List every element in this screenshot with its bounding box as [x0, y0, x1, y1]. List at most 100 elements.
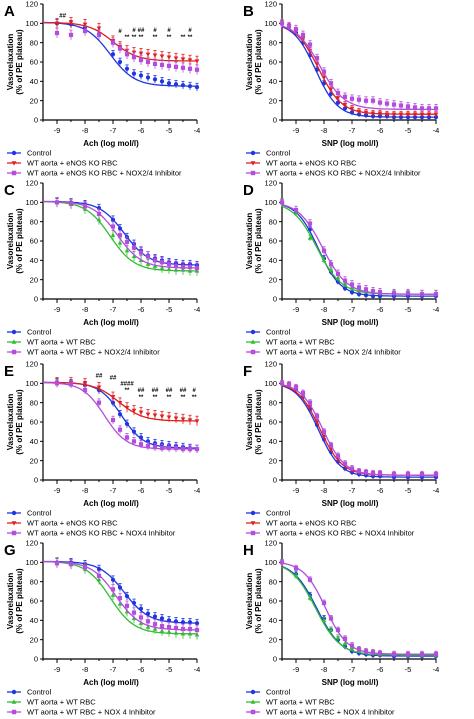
legend-marker [11, 689, 17, 695]
y-axis-title-line: (% of PE plateau) [254, 29, 263, 95]
data-point [82, 22, 88, 27]
data-point [180, 626, 186, 632]
legend-marker [250, 339, 256, 344]
legend-item: WT aorta + eNOS KO RBC + NOX4 Inhibitor [246, 529, 415, 538]
data-point [166, 55, 172, 60]
x-tick-label: -6 [377, 665, 384, 674]
data-point [187, 66, 193, 71]
data-point [321, 248, 327, 253]
significance-label: # [188, 28, 192, 34]
x-tick-label: -8 [82, 486, 89, 495]
legend-item: Control [246, 149, 291, 158]
significance-label: ## [166, 388, 173, 394]
data-point [124, 66, 130, 71]
legend-label: WT aorta + eNOS KO RBC [27, 159, 118, 168]
y-tick-label: 20 [269, 635, 277, 644]
legend-label: Control [27, 328, 52, 337]
data-point [433, 652, 439, 657]
data-point [138, 606, 144, 611]
legend-item: WT aorta + eNOS KO RBC [246, 519, 357, 528]
legend-label: WT aorta + eNOS KO RBC + NOX4 Inhibitor [266, 529, 415, 538]
x-tick-label: -5 [166, 665, 173, 674]
data-point [124, 421, 130, 427]
y-axis-title: Vasorelaxation(% of PE plateau) [6, 568, 24, 634]
data-point [131, 408, 137, 413]
data-point [342, 286, 348, 291]
data-point [117, 412, 123, 417]
x-tick-label: -6 [138, 305, 145, 314]
data-point [96, 573, 102, 578]
data-point [377, 100, 383, 105]
significance-label: ** [188, 35, 193, 41]
x-tick-label: -6 [377, 486, 384, 495]
data-point [363, 470, 369, 475]
legend-marker [11, 530, 17, 536]
data-point [96, 211, 102, 217]
data-point [194, 59, 200, 64]
data-point [145, 75, 151, 80]
data-point [138, 442, 144, 447]
data-point [138, 410, 144, 415]
data-point [173, 64, 179, 69]
x-tick-label: -6 [377, 305, 384, 314]
data-point [131, 429, 137, 434]
significance-label: ** [153, 35, 158, 41]
data-point [194, 446, 200, 452]
data-point [173, 264, 179, 269]
legend-item: Control [7, 149, 52, 158]
y-tick-label: 100 [264, 379, 277, 388]
data-point [82, 388, 88, 393]
y-axis-title-line: (% of PE plateau) [254, 568, 263, 634]
y-axis-title-line: Vasorelaxation [6, 573, 15, 630]
y-tick-label: 0 [273, 295, 277, 304]
y-tick-label: 120 [264, 360, 277, 369]
data-point [68, 382, 74, 387]
data-point [96, 567, 102, 572]
x-tick-label: -9 [54, 305, 61, 314]
data-point [145, 444, 151, 449]
y-axis-title-line: Vasorelaxation [245, 34, 254, 91]
data-point [398, 112, 404, 117]
significance-label: # [193, 388, 197, 394]
data-point [96, 32, 102, 38]
data-point [194, 85, 200, 90]
data-point [321, 429, 327, 434]
data-point [173, 625, 179, 631]
y-axis-title-line: (% of PE plateau) [254, 389, 263, 455]
data-point [187, 265, 193, 270]
series-wt-aorta-enos-ko-rbc-nox2-4-inhibitor [54, 25, 200, 75]
data-point [384, 101, 390, 106]
data-point [419, 292, 425, 297]
y-tick-label: 40 [30, 256, 38, 265]
y-tick-label: 60 [269, 237, 277, 246]
x-axis-title: SNP (log mol/l) [322, 318, 379, 327]
y-tick-label: 20 [30, 96, 38, 105]
x-tick-label: -7 [110, 305, 117, 314]
panel-letter-e: E [4, 363, 14, 380]
legend-label: WT aorta + WT RBC + NOX2/4 Inhibitor [27, 348, 160, 357]
data-point [335, 627, 341, 633]
x-axis-title: Ach (log mol/l) [83, 318, 139, 327]
data-point [145, 59, 151, 65]
y-axis-title-line: Vasorelaxation [6, 213, 15, 270]
y-tick-label: 80 [30, 577, 38, 586]
data-point [152, 614, 158, 619]
y-tick-label: 80 [30, 398, 38, 407]
data-point [363, 293, 369, 298]
legend-marker [250, 170, 256, 176]
x-tick-label: -4 [433, 126, 440, 135]
data-point [377, 290, 383, 295]
x-tick-label: -6 [377, 126, 384, 135]
x-tick-label: -6 [138, 665, 145, 674]
data-point [194, 265, 200, 271]
significance-label: ## [138, 388, 145, 394]
legend-label: WT aorta + eNOS KO RBC [266, 159, 357, 168]
x-tick-label: -7 [110, 486, 117, 495]
y-tick-label: 0 [34, 476, 38, 485]
data-point [356, 109, 362, 114]
data-point [391, 102, 397, 107]
significance-label: ## [110, 375, 117, 381]
y-tick-label: 60 [30, 58, 38, 67]
